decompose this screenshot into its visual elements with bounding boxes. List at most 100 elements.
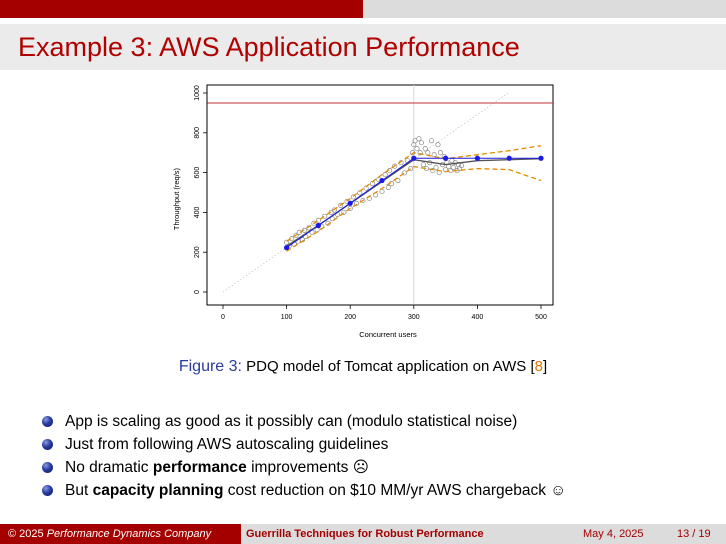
bullet-item: No dramatic performance improvements ☹: [40, 456, 566, 479]
observed-point: [347, 205, 353, 211]
header-band: [0, 0, 726, 18]
x-tick-label: 0: [221, 314, 225, 321]
observed-point: [395, 178, 401, 184]
observed-point: [429, 138, 435, 144]
bullet-ball-icon: [42, 462, 53, 473]
observed-point: [408, 166, 414, 172]
citation-link[interactable]: 8: [534, 358, 543, 375]
observed-point: [322, 213, 328, 219]
bullet-list: App is scaling as good as it possibly ca…: [40, 410, 566, 502]
observed-point: [360, 197, 366, 204]
bullet-ball-icon: [42, 485, 53, 496]
observed-point: [382, 172, 388, 178]
x-tick-label: 500: [535, 314, 547, 321]
observed-point: [412, 138, 418, 144]
copyright-text: © 2025: [8, 528, 47, 540]
model-point: [284, 245, 290, 251]
observed-point: [437, 150, 444, 156]
page-number: 13 / 19: [677, 528, 711, 540]
frowny-face-icon: ☹: [352, 459, 369, 476]
observed-point: [425, 150, 431, 156]
model-point: [538, 155, 544, 161]
model-point: [411, 155, 417, 161]
observed-point: [414, 146, 420, 152]
y-tick-label: 200: [194, 246, 201, 258]
observed-point: [299, 237, 306, 243]
x-tick-label: 300: [408, 314, 420, 321]
slide-title: Example 3: AWS Application Performance: [18, 32, 520, 62]
observed-point: [418, 140, 424, 146]
model-point: [347, 200, 353, 206]
y-axis-label: Throughput (req/s): [172, 167, 181, 230]
bullet-ball-icon: [42, 439, 53, 450]
observed-point: [458, 163, 465, 169]
bullet-bold-text: capacity planning: [92, 482, 224, 499]
observed-point: [450, 165, 456, 171]
figure-caption-end: ]: [542, 358, 548, 375]
model-point: [506, 155, 512, 161]
bullet-item: App is scaling as good as it possibly ca…: [40, 410, 566, 433]
y-tick-label: 0: [194, 290, 201, 294]
throughput-chart: 0 100 200 300 400 500 0 200 400 600 800 1000 Concurr…: [172, 84, 554, 339]
bullet-text: App is scaling as good as it possibly ca…: [65, 413, 518, 430]
bullet-text: But: [65, 482, 93, 499]
smiley-face-icon: ☺: [550, 482, 567, 499]
bullet-bold-text: performance: [152, 459, 247, 476]
bullet-text-tail: cost reduction on $10 MM/yr AWS chargeba…: [223, 482, 551, 499]
x-tick-label: 400: [472, 314, 484, 321]
footer-date: May 4, 2025: [583, 528, 644, 540]
model-point: [315, 222, 321, 229]
bullet-ball-icon: [42, 416, 53, 427]
footer: © 2025 Performance Dynamics Company Guer…: [0, 524, 726, 544]
bullet-text: No dramatic: [65, 459, 153, 476]
observed-point: [350, 194, 356, 200]
model-point: [474, 155, 480, 161]
bullet-text-tail: improvements: [246, 459, 353, 476]
y-tick-label: 1000: [194, 85, 201, 101]
observed-point: [331, 207, 337, 213]
observed-point: [392, 163, 398, 169]
figure-label: Figure 3:: [178, 358, 242, 375]
bullet-item: Just from following AWS autoscaling guid…: [40, 433, 566, 456]
model-point: [379, 177, 385, 184]
observed-point: [401, 170, 407, 176]
y-tick-label: 800: [194, 127, 201, 139]
observed-point: [420, 162, 426, 168]
observed-point: [354, 200, 360, 206]
upper-confidence-band: [286, 145, 542, 242]
observed-point: [417, 150, 423, 156]
x-axis-label: Concurrent users: [359, 330, 417, 339]
observed-point: [449, 158, 455, 164]
footer-meta: May 4, 2025 13 / 19: [485, 524, 726, 544]
model-point: [443, 155, 449, 161]
observed-point: [431, 152, 437, 158]
observed-point: [284, 239, 290, 245]
company-name: Performance Dynamics Company: [46, 528, 212, 540]
observed-point: [435, 142, 441, 148]
footer-copyright: © 2025 Performance Dynamics Company: [0, 524, 241, 544]
observed-point: [448, 168, 454, 174]
observed-point: [341, 209, 347, 215]
x-tick-label: 200: [344, 314, 356, 321]
observed-point: [338, 202, 344, 208]
observed-point: [422, 146, 428, 152]
y-tick-label: 400: [194, 206, 201, 218]
figure-caption: Figure 3: PDQ model of Tomcat applicatio…: [0, 358, 726, 376]
observed-point: [293, 232, 299, 238]
footer-talk-title: Guerrilla Techniques for Robust Performa…: [241, 524, 485, 544]
header-band-right: [363, 0, 726, 18]
observed-point: [311, 220, 317, 226]
observed-point: [315, 217, 321, 223]
observed-point: [296, 229, 302, 235]
observed-point: [433, 165, 439, 171]
title-bar: [0, 24, 726, 70]
header-band-left: [0, 0, 363, 18]
bullet-item: But capacity planning cost reduction on …: [40, 479, 566, 502]
figure-caption-text: PDQ model of Tomcat application on AWS [: [246, 358, 535, 375]
observed-point: [385, 184, 391, 191]
observed-point: [430, 168, 436, 174]
bullet-text: Just from following AWS autoscaling guid…: [65, 436, 389, 453]
x-tick-label: 100: [281, 314, 293, 321]
observed-point: [416, 136, 422, 142]
y-tick-label: 600: [194, 167, 201, 179]
